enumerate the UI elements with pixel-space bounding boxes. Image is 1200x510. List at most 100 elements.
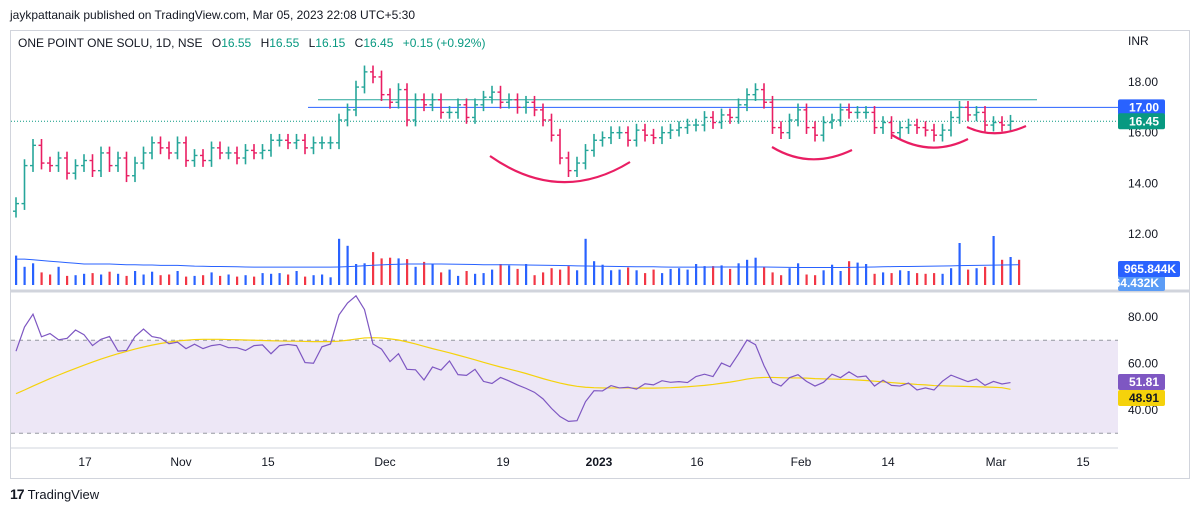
time-tick-label: 19 (496, 455, 510, 469)
volume-bar (584, 238, 587, 285)
volume-bar (414, 266, 417, 285)
high-label: H (260, 36, 270, 50)
volume-bar (746, 259, 749, 285)
volume-bar (737, 263, 740, 285)
volume-bar (822, 270, 825, 285)
volume-bar (474, 273, 477, 285)
volume-bar (916, 273, 919, 285)
volume-bar (924, 273, 927, 285)
volume-bar (431, 264, 434, 285)
volume-bar (295, 271, 298, 285)
price-tick-label: 12.00 (1128, 227, 1158, 241)
volume-bar (304, 276, 307, 285)
volume-bar (890, 273, 893, 285)
volume-bar (253, 276, 256, 285)
volume-bar (984, 266, 987, 285)
open-value: 16.55 (221, 36, 252, 50)
volume-bar (950, 268, 953, 285)
symbol-name[interactable]: ONE POINT ONE SOLU, 1D, NSE (18, 36, 203, 50)
volume-bar (1001, 259, 1004, 285)
volume-bar (287, 274, 290, 285)
volume-bar (873, 273, 876, 285)
tradingview-logo-text: TradingView (27, 486, 100, 502)
volume-bar (159, 275, 162, 285)
volume-bar (261, 273, 264, 285)
volume-bar (491, 269, 494, 285)
volume-bar (661, 273, 664, 285)
volume-bar (185, 276, 188, 285)
volume-bar (882, 272, 885, 285)
volume-bar (635, 270, 638, 285)
rsi-tag-value-bg (1118, 374, 1165, 390)
volume-bar (975, 268, 978, 285)
volume-bar (576, 270, 579, 285)
volume-bar (933, 273, 936, 285)
time-tick-label: 14 (881, 455, 895, 469)
volume-bar (695, 264, 698, 285)
chart-frame (10, 30, 1190, 479)
volume-bar (23, 266, 26, 285)
rsi-line (15, 294, 1011, 423)
volume-bar (788, 268, 791, 285)
volume-bar (686, 269, 689, 285)
volume-bar (448, 269, 451, 285)
volume-bar (465, 271, 468, 285)
time-tick-label: Mar (986, 455, 1007, 469)
volume-bar (57, 266, 60, 285)
volume-bar (669, 268, 672, 285)
volume-bar (117, 273, 120, 285)
volume-bar (516, 268, 519, 285)
time-tick-label: Dec (374, 455, 395, 469)
rsi-tag-value: 51.81 (1129, 375, 1159, 389)
cup-annotation-2 (771, 146, 853, 161)
volume-bar (329, 277, 332, 285)
volume-bar (74, 275, 77, 285)
volume-bar (525, 264, 528, 285)
volume-bar (958, 243, 961, 285)
volume-bar (372, 252, 375, 285)
low-value: 16.15 (315, 36, 346, 50)
volume-bar (856, 262, 859, 285)
volume-bar (559, 269, 562, 285)
volume-bar (202, 275, 205, 285)
volume-bar (907, 271, 910, 285)
volume-bar (508, 265, 511, 285)
volume-bar (40, 272, 43, 285)
volume-tag-ma: 464.432K (1107, 276, 1159, 290)
volume-bar (797, 263, 800, 285)
price-tag-resistance: 17.00 (1129, 100, 1159, 114)
volume-bar (423, 261, 426, 285)
volume-bar (219, 275, 222, 285)
volume-bar (15, 255, 18, 285)
volume-bar (176, 271, 179, 285)
volume-bar (389, 257, 392, 285)
rsi-tag-ma-bg (1118, 390, 1165, 406)
volume-bar (567, 266, 570, 285)
volume-bar (499, 264, 502, 285)
rsi-tick-label: 80.00 (1128, 310, 1158, 324)
tradingview-logo[interactable]: 17 TradingView (10, 486, 99, 502)
volume-bar (406, 259, 409, 285)
volume-bar (83, 273, 86, 285)
volume-bar (992, 236, 995, 285)
open-label: O (211, 36, 222, 50)
volume-bar (321, 274, 324, 285)
volume-bar (967, 269, 970, 285)
symbol-legend: ONE POINT ONE SOLU, 1D, NSE O16.55 H16.5… (18, 36, 485, 50)
volume-bar (142, 274, 145, 285)
price-axis-unit: INR (1128, 34, 1149, 48)
volume-bar (278, 273, 281, 285)
volume-bar (355, 264, 358, 285)
close-value: 16.45 (363, 36, 394, 50)
rsi-band (11, 340, 1118, 434)
volume-bar (338, 238, 341, 285)
volume-bar (831, 264, 834, 285)
volume-bar (839, 271, 842, 285)
volume-bar (703, 266, 706, 285)
volume-bar (805, 274, 808, 285)
volume-bar (618, 269, 621, 285)
volume-bar (193, 275, 196, 285)
volume-bar (601, 264, 604, 285)
volume-bar (652, 269, 655, 285)
